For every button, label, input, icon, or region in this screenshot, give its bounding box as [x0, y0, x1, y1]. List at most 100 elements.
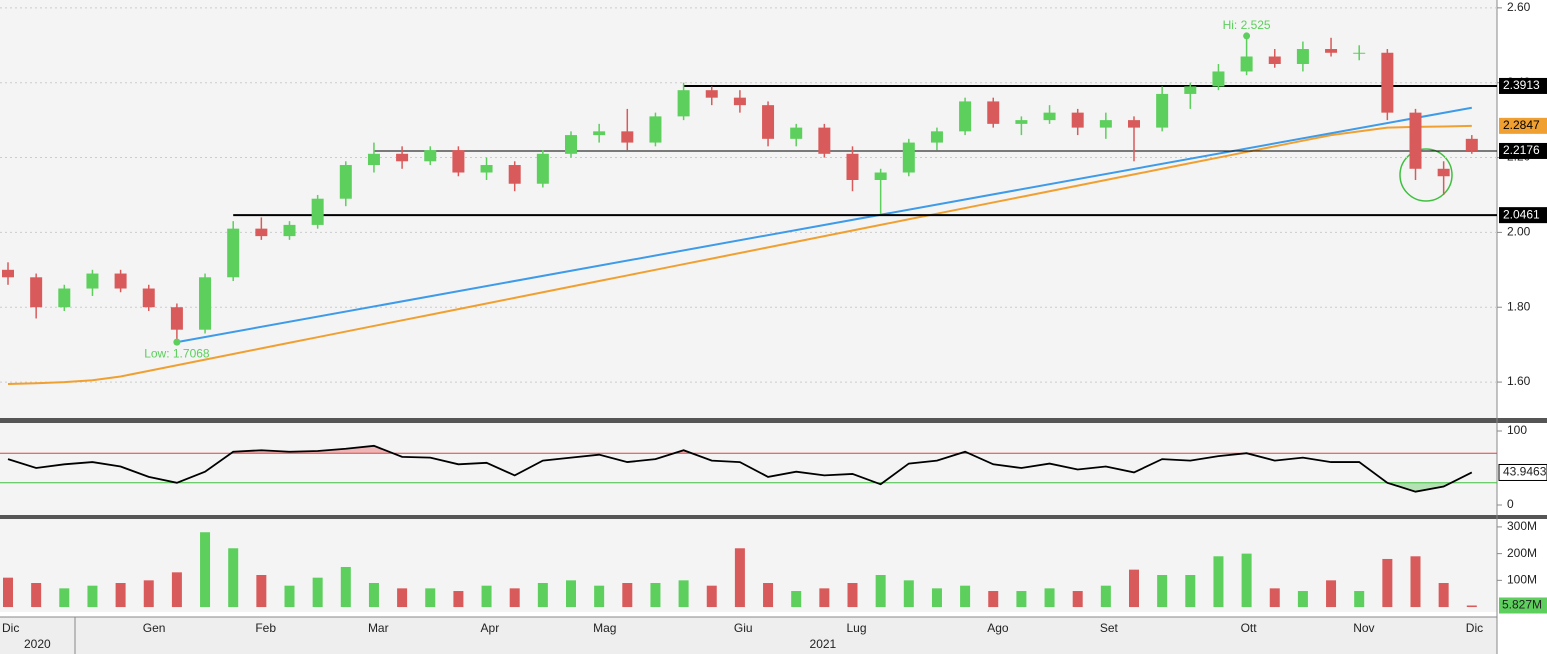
volume-bar [453, 591, 464, 608]
candle-body [367, 153, 380, 166]
trend-line [176, 106, 1472, 344]
volume-bar [1410, 556, 1421, 608]
volume-bar [819, 588, 830, 608]
candle-body [170, 307, 183, 330]
annotation-label: Hi: 2.525 [1223, 18, 1271, 32]
highlight-circle [1399, 148, 1453, 202]
candle-body [58, 288, 71, 308]
candle-body [227, 228, 240, 278]
candle-body [508, 165, 521, 184]
ma-label: 2.2847 [1503, 118, 1540, 132]
volume-bar [537, 583, 548, 608]
candle-body [2, 269, 14, 278]
volume-bar [1129, 569, 1139, 608]
x-tick-label: Lug [847, 621, 867, 635]
volume-bar [171, 572, 182, 608]
volume-bar [763, 583, 774, 608]
x-tick-label: Dic [1466, 621, 1483, 635]
y-tick-label: 100 [1507, 423, 1527, 437]
y-tick-label: 0 [1507, 497, 1514, 511]
candle-body [480, 165, 493, 173]
candle-body [283, 224, 296, 237]
level-label: 2.2176 [1503, 143, 1540, 157]
x-tick-label: Nov [1353, 621, 1374, 635]
candle-body [1099, 120, 1112, 128]
volume-bar [1016, 591, 1027, 608]
x-axis-area [0, 617, 1497, 654]
candle-body [649, 116, 662, 143]
volume-bar [678, 580, 689, 608]
volume-bar [566, 580, 576, 608]
candle-body [1184, 86, 1197, 94]
candle-body [86, 273, 99, 289]
volume-bar [1157, 574, 1168, 608]
volume-bar [87, 585, 98, 608]
volume-bar [1100, 585, 1111, 608]
x-tick-label: Giu [734, 621, 753, 635]
candle-body [1156, 93, 1169, 128]
level-label: 2.0461 [1503, 207, 1540, 221]
x-tick-label: Set [1100, 621, 1119, 635]
volume-bar [425, 588, 436, 608]
candle-body [536, 153, 549, 184]
candle-body [1353, 52, 1366, 54]
y-tick-label: 300M [1507, 519, 1537, 533]
volume-bar [397, 588, 408, 608]
volume-bar [312, 577, 323, 608]
rsi-value-box [1498, 463, 1547, 481]
volume-bar [1185, 574, 1196, 608]
volume-bar [931, 588, 942, 608]
candle-body [255, 228, 268, 237]
x-tick-label: Ott [1241, 621, 1258, 635]
candle-body [1043, 112, 1056, 121]
candle-body [114, 273, 127, 289]
x-tick-label: Mar [368, 621, 389, 635]
year-label: 2021 [810, 637, 837, 651]
volume-bar [200, 532, 211, 608]
candle-body [790, 127, 803, 139]
rsi-line [7, 444, 1473, 493]
x-tick-label: Mag [593, 621, 616, 635]
volume-bar [340, 566, 351, 608]
volume-bar [1297, 591, 1308, 608]
candle-body [565, 135, 577, 154]
volume-bar [228, 548, 239, 608]
level-label: 2.3913 [1503, 78, 1540, 92]
panel-divider [0, 515, 1547, 519]
volume-bar [115, 583, 126, 608]
candle-body [1325, 49, 1338, 53]
moving-average [7, 124, 1472, 385]
candle-body [621, 131, 634, 143]
candle-body [199, 277, 212, 330]
candle-body [1240, 56, 1253, 72]
volume-bar [143, 580, 154, 608]
x-tick-label: Gen [143, 621, 166, 635]
candle-body [1409, 112, 1422, 169]
annotation-dot [1243, 32, 1251, 40]
y-tick-label: 200M [1507, 546, 1537, 560]
candle-body [1437, 168, 1450, 177]
candle-body [1381, 52, 1394, 113]
volume-bar [31, 583, 42, 608]
volume-bar [734, 548, 745, 608]
candle-body [818, 127, 831, 154]
volume-bar [960, 585, 971, 608]
volume-bar [988, 591, 999, 608]
volume-bar [59, 588, 70, 608]
candle-body [593, 131, 606, 136]
ma-label-box [1499, 117, 1547, 134]
candle-body [1128, 120, 1140, 128]
y-tick-label: 1.60 [1507, 374, 1531, 388]
y-tick-label: 100M [1507, 573, 1537, 587]
candle-body [677, 90, 690, 117]
candle-body [762, 105, 775, 139]
volume-bar [1213, 556, 1224, 608]
candle-body [142, 288, 155, 308]
volume-bar [509, 588, 520, 608]
candle-body [1015, 120, 1028, 124]
volume-bar [594, 585, 605, 608]
candle-body [874, 172, 887, 180]
candle-body [1212, 71, 1225, 87]
candle-body [733, 97, 746, 106]
